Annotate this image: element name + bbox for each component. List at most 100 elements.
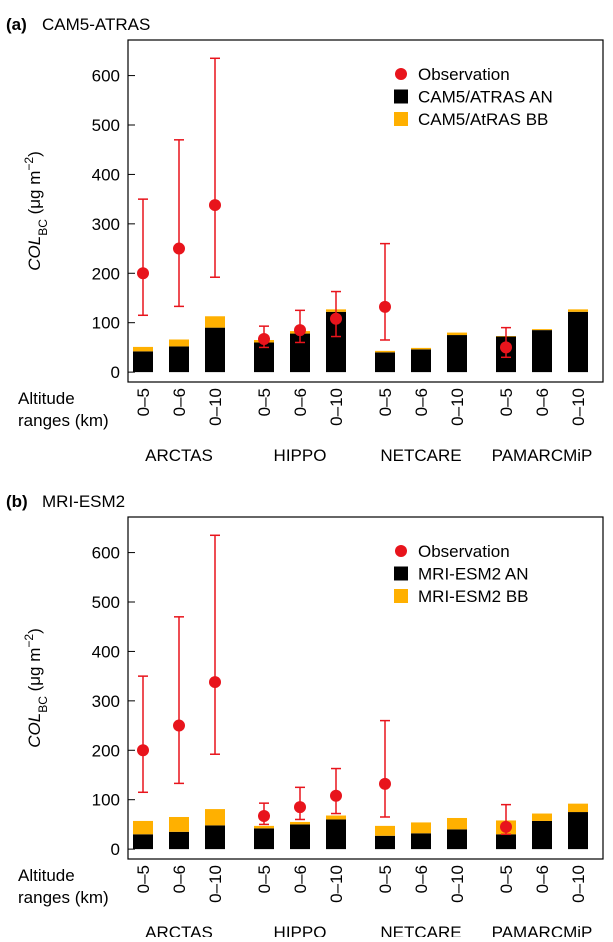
observation-point (209, 676, 221, 688)
x-axis-label: ranges (km) (18, 411, 109, 430)
y-axis-label: COLBC (μg m−2) (22, 628, 50, 748)
bar (568, 309, 588, 311)
bar (375, 826, 395, 836)
y-axis-label-part: COL (25, 713, 44, 748)
bar (290, 822, 310, 824)
x-tick-label: 0–5 (255, 388, 274, 416)
observation-point (330, 790, 342, 802)
x-tick-label: 0–6 (291, 388, 310, 416)
y-axis-label-part: (μg m (25, 648, 44, 697)
plot-frame (128, 517, 603, 859)
y-axis-label-part: −2 (22, 634, 36, 648)
x-tick-label: 0–6 (291, 865, 310, 893)
observation-point (258, 810, 270, 822)
bar (447, 829, 467, 849)
observation-point (173, 243, 185, 255)
observation-point (379, 301, 391, 313)
x-tick-label: 0–5 (497, 388, 516, 416)
x-tick-label: 0–10 (448, 388, 467, 426)
bar (169, 346, 189, 372)
legend-marker (394, 567, 408, 581)
x-tick-label: 0–5 (497, 865, 516, 893)
observation-point (137, 267, 149, 279)
y-axis-label-part: ) (25, 628, 44, 634)
x-tick-label: 0–6 (412, 388, 431, 416)
x-tick-label: 0–10 (327, 388, 346, 426)
y-axis-label-part: BC (36, 696, 50, 713)
legend-label: CAM5/ATRAS AN (418, 88, 553, 107)
y-tick-label: 500 (92, 593, 120, 612)
bar (496, 834, 516, 849)
legend-label: MRI-ESM2 AN (418, 565, 529, 584)
panel-label: (a) (6, 15, 27, 34)
bar (326, 819, 346, 849)
x-tick-label: 0–5 (376, 865, 395, 893)
bar (290, 824, 310, 849)
bar (205, 328, 225, 372)
x-tick-label: 0–5 (376, 388, 395, 416)
bar (532, 814, 552, 821)
observation-point (294, 324, 306, 336)
y-tick-label: 0 (111, 840, 120, 859)
y-axis-label-part: ) (25, 151, 44, 157)
observation-point (500, 821, 512, 833)
bar (326, 816, 346, 820)
legend-label: Observation (418, 542, 510, 561)
y-tick-label: 500 (92, 116, 120, 135)
bar (411, 833, 431, 849)
group-label: ARCTAS (145, 923, 213, 937)
bar (568, 312, 588, 372)
y-axis-label-part: −2 (22, 157, 36, 171)
x-tick-label: 0–5 (134, 388, 153, 416)
x-tick-label: 0–10 (327, 865, 346, 903)
observation-point (379, 778, 391, 790)
group-label: PAMARCMiP (492, 446, 593, 465)
x-tick-label: 0–10 (569, 388, 588, 426)
bar (133, 351, 153, 372)
bar (568, 804, 588, 812)
x-tick-label: 0–6 (533, 865, 552, 893)
bar (133, 821, 153, 834)
bar (169, 339, 189, 346)
y-tick-label: 100 (92, 314, 120, 333)
y-axis-label-part: COL (25, 236, 44, 271)
observation-point (330, 313, 342, 325)
bar (411, 822, 431, 833)
panel-label: (b) (6, 492, 28, 511)
bar (205, 809, 225, 825)
x-tick-label: 0–6 (170, 388, 189, 416)
bar (133, 834, 153, 849)
y-axis-label-part: (μg m (25, 171, 44, 220)
observation-point (173, 720, 185, 732)
x-tick-label: 0–6 (412, 865, 431, 893)
observation-point (500, 341, 512, 353)
y-tick-label: 400 (92, 165, 120, 184)
bar (205, 825, 225, 849)
bar (169, 832, 189, 849)
x-tick-label: 0–6 (170, 865, 189, 893)
bar (568, 812, 588, 849)
legend-marker (395, 545, 407, 557)
y-tick-label: 400 (92, 642, 120, 661)
x-tick-label: 0–10 (569, 865, 588, 903)
legend-marker (394, 589, 408, 603)
y-tick-label: 200 (92, 264, 120, 283)
bar (532, 821, 552, 849)
x-tick-label: 0–5 (255, 865, 274, 893)
bar (254, 828, 274, 849)
x-axis-label: Altitude (18, 389, 75, 408)
y-tick-label: 300 (92, 692, 120, 711)
group-label: NETCARE (380, 923, 461, 937)
bar (254, 826, 274, 828)
bar (205, 316, 225, 327)
bar (447, 333, 467, 335)
x-axis-label: ranges (km) (18, 888, 109, 907)
legend-label: CAM5/AtRAS BB (418, 110, 548, 129)
bar (447, 818, 467, 829)
group-label: PAMARCMiP (492, 923, 593, 937)
bar (133, 347, 153, 351)
observation-point (294, 801, 306, 813)
x-tick-label: 0–10 (206, 865, 225, 903)
x-tick-label: 0–10 (206, 388, 225, 426)
